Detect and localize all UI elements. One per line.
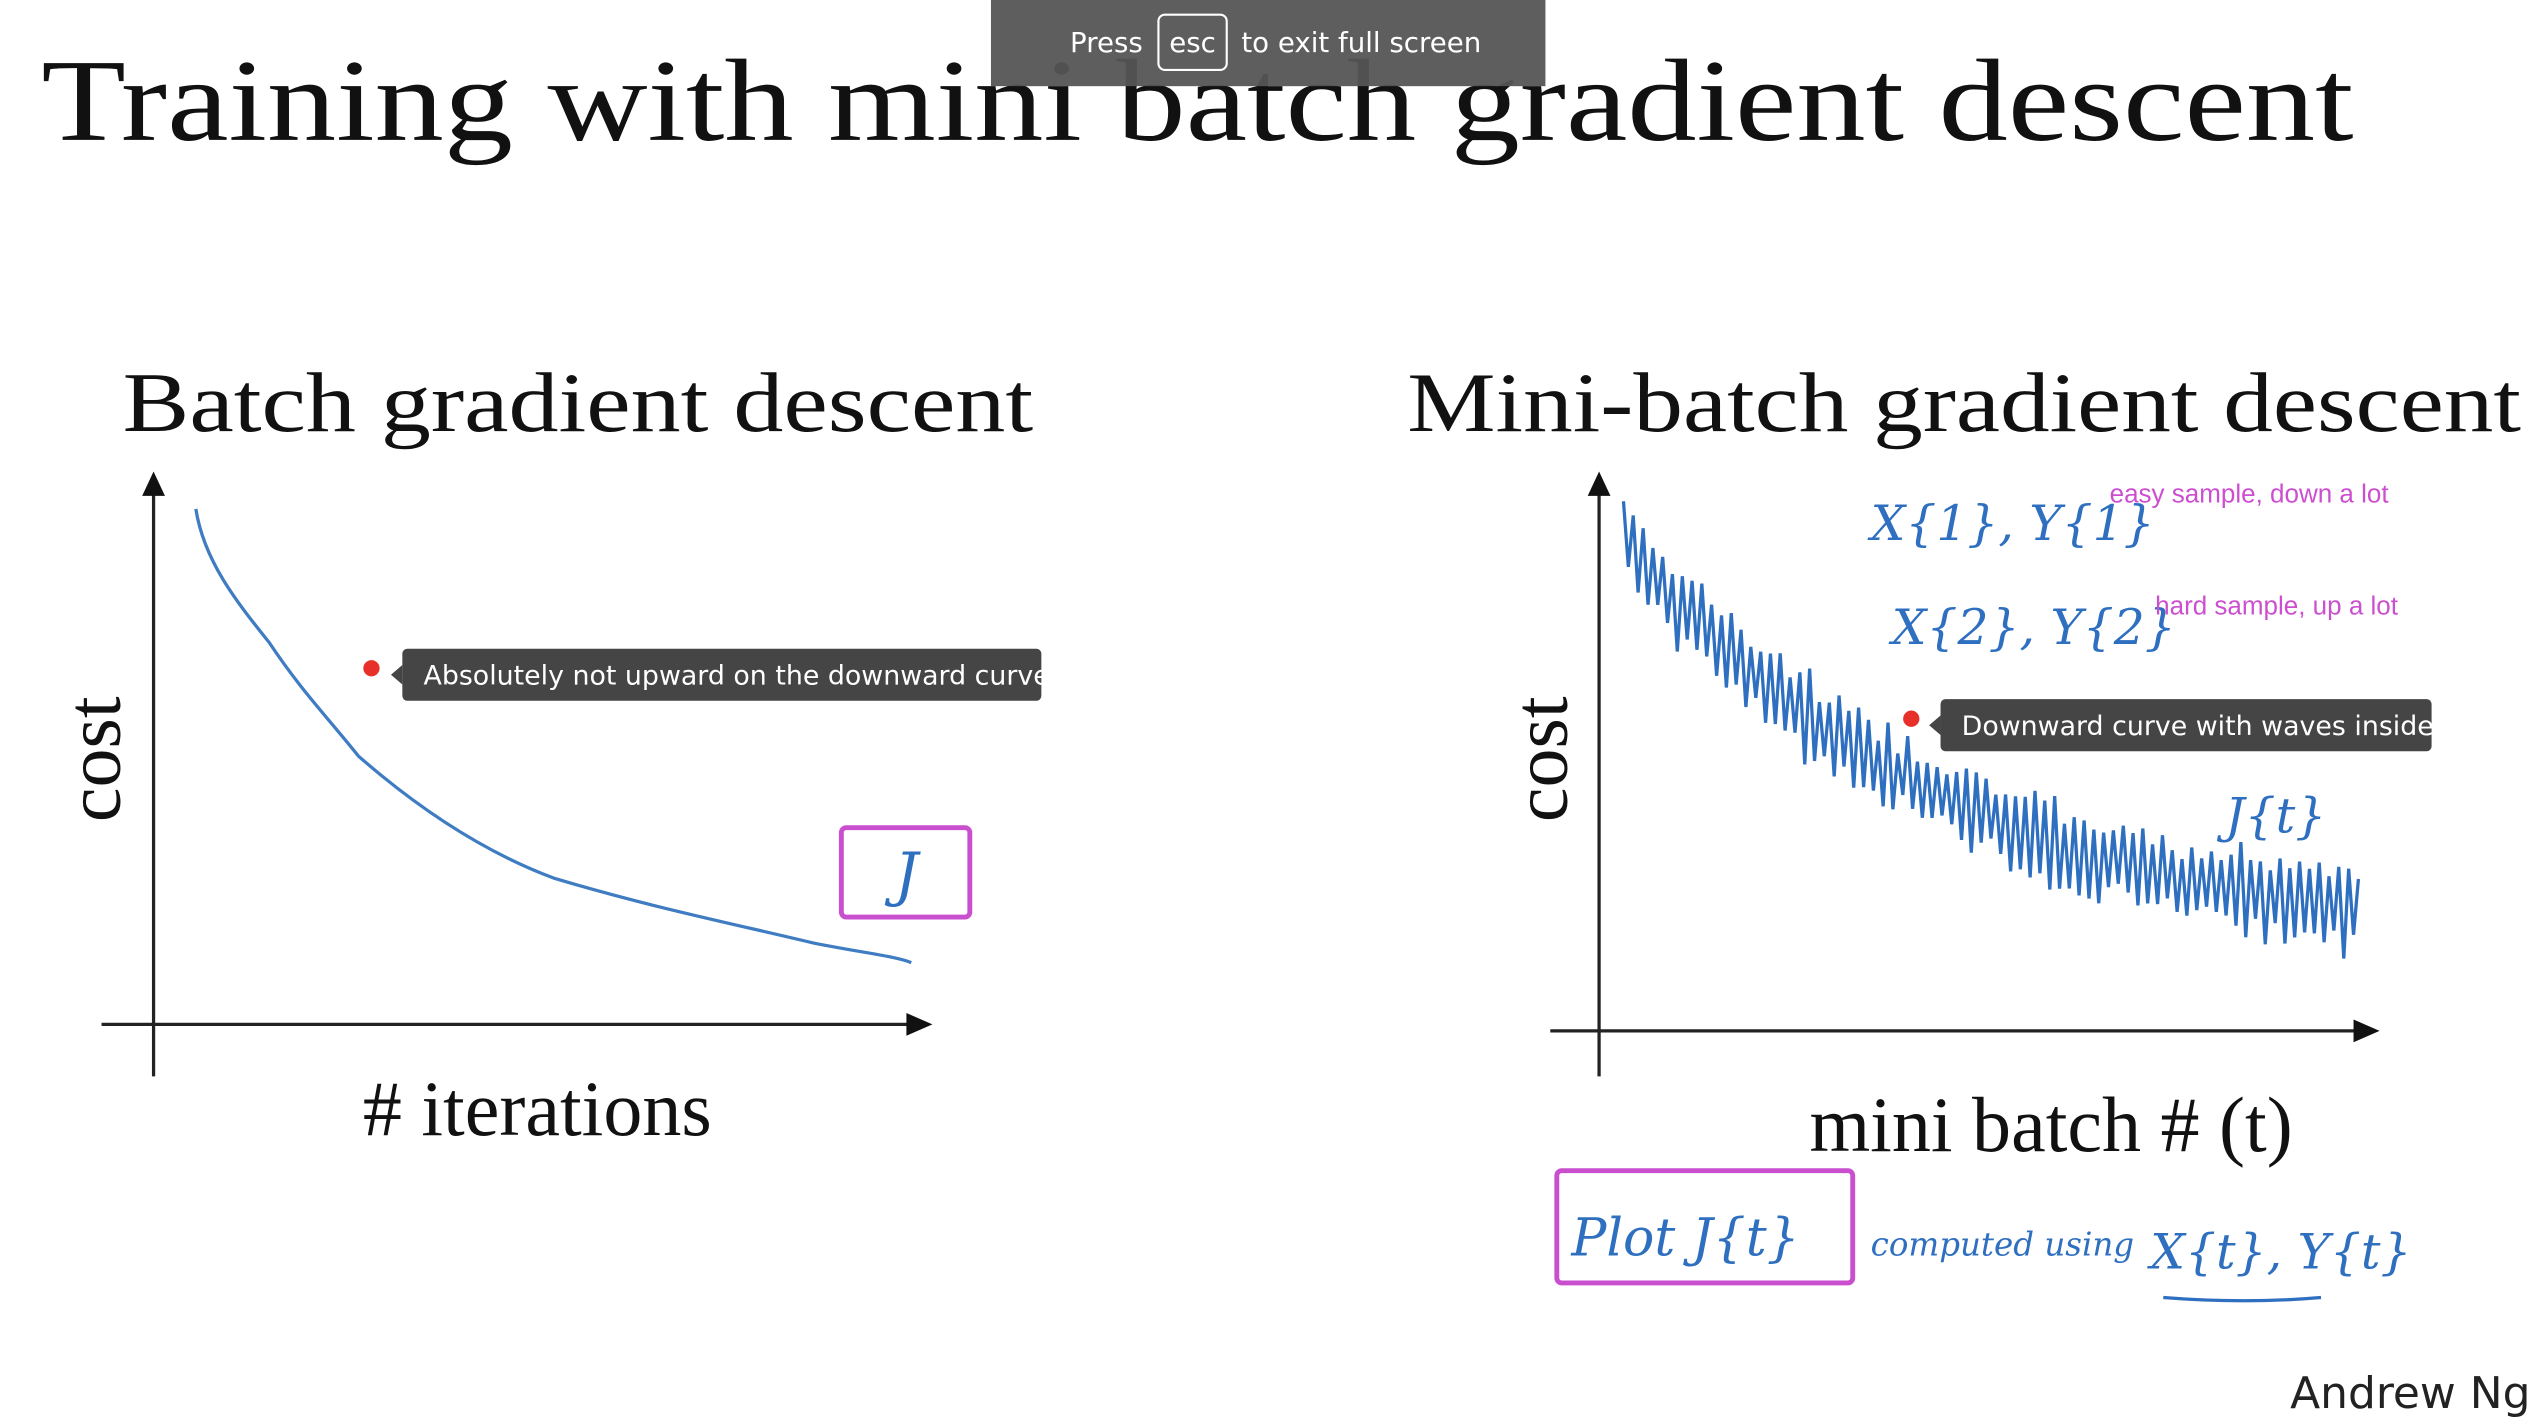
handwritten-note: X{t}, Y{t} xyxy=(2146,1223,2411,1280)
arrow xyxy=(142,471,165,496)
handwritten-note: Plot J{t} xyxy=(1570,1208,1799,1268)
key-box xyxy=(1157,13,1228,71)
notice-text: to exit full screen xyxy=(1241,26,1481,59)
highlight-box xyxy=(1554,1168,1856,1286)
x-label: mini batch # (t) xyxy=(1809,1081,2292,1168)
author: Andrew Ng xyxy=(2290,1368,2530,1419)
arrow xyxy=(906,1012,933,1036)
key-text: esc xyxy=(1169,26,1216,59)
tooltip xyxy=(1940,699,2432,752)
noisy-cost-curve xyxy=(1621,501,2361,959)
handwritten-note: J{t} xyxy=(2216,788,2326,845)
handwritten-note: X{1}, Y{1} xyxy=(1867,495,2155,552)
tooltip-text: Absolutely not upward on the downward cu… xyxy=(423,661,1049,692)
y-label: cost xyxy=(1497,696,1584,822)
tooltip-arrow xyxy=(390,665,403,685)
underline xyxy=(2163,1295,2322,1303)
panel-title: Batch gradient descent xyxy=(123,357,1034,450)
arrow xyxy=(1587,471,1611,496)
marker-dot xyxy=(363,660,380,677)
y-label: cost xyxy=(49,696,136,822)
handwritten-note: computed using xyxy=(1871,1225,2135,1263)
arrow xyxy=(2353,1019,2380,1043)
tooltip-text: Downward curve with waves inside xyxy=(1962,711,2434,742)
comment: hard sample, up a lot xyxy=(2155,591,2399,621)
tooltip xyxy=(402,648,1042,701)
highlight-box xyxy=(838,825,973,920)
panel-title: Mini-batch gradient descent xyxy=(1407,357,2521,450)
fullscreen-notice xyxy=(990,0,1546,87)
tooltip-arrow xyxy=(1929,715,1941,735)
comment: easy sample, down a lot xyxy=(2110,478,2390,508)
x-label: # iterations xyxy=(363,1065,712,1152)
handwritten-note: X{2}, Y{2} xyxy=(1888,599,2176,656)
notice-text: Press xyxy=(1070,26,1143,59)
cost-curve xyxy=(194,508,912,965)
marker-dot xyxy=(1903,710,1920,727)
